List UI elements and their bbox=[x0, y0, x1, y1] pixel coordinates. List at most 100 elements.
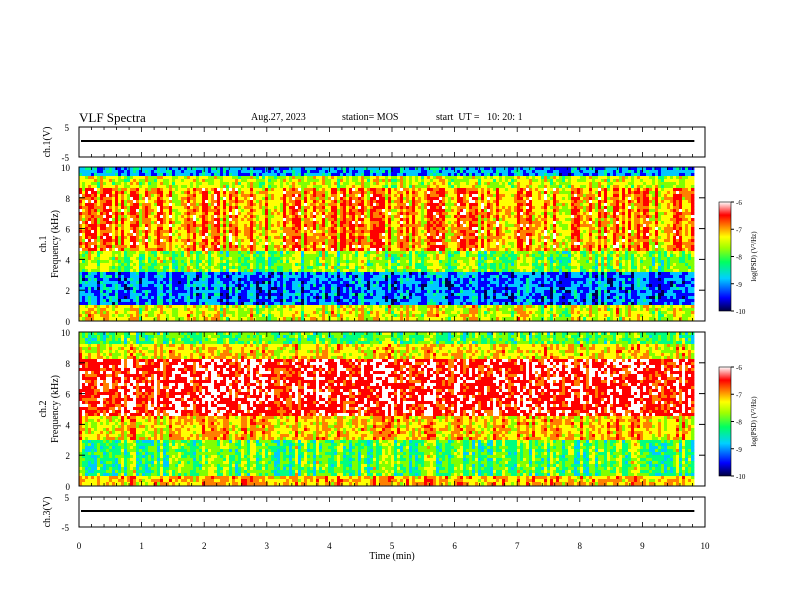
psd-cell bbox=[352, 185, 355, 188]
psd-cell bbox=[559, 218, 562, 221]
psd-cell bbox=[412, 236, 415, 239]
psd-cell bbox=[274, 167, 277, 170]
psd-cell bbox=[91, 221, 94, 224]
psd-cell bbox=[214, 239, 217, 242]
psd-cell bbox=[637, 170, 640, 173]
psd-cell bbox=[577, 182, 580, 185]
psd-cell bbox=[610, 182, 613, 185]
psd-cell bbox=[679, 176, 682, 179]
psd-cell bbox=[190, 209, 193, 212]
psd-cell bbox=[535, 176, 538, 179]
psd-cell bbox=[508, 206, 511, 209]
psd-cell bbox=[163, 167, 166, 170]
psd-cell bbox=[484, 182, 487, 185]
psd-cell bbox=[505, 224, 508, 227]
psd-cell bbox=[124, 209, 127, 212]
psd-cell bbox=[223, 215, 226, 218]
psd-cell bbox=[571, 167, 574, 170]
psd-cell bbox=[271, 215, 274, 218]
psd-cell bbox=[115, 224, 118, 227]
psd-cell bbox=[619, 224, 622, 227]
psd-cell bbox=[550, 179, 553, 182]
psd-cell bbox=[622, 212, 625, 215]
psd-cell bbox=[532, 215, 535, 218]
psd-cell bbox=[436, 209, 439, 212]
psd-cell bbox=[676, 182, 679, 185]
psd-cell bbox=[652, 221, 655, 224]
psd-cell bbox=[124, 224, 127, 227]
psd-cell bbox=[346, 221, 349, 224]
psd-cell bbox=[667, 194, 670, 197]
psd-cell bbox=[337, 170, 340, 173]
psd-cell bbox=[658, 236, 661, 239]
psd-cell bbox=[361, 173, 364, 176]
psd-cell bbox=[295, 221, 298, 224]
psd-cell bbox=[526, 170, 529, 173]
psd-cell bbox=[415, 224, 418, 227]
psd-cell bbox=[136, 221, 139, 224]
psd-cell bbox=[364, 173, 367, 176]
psd-cell bbox=[484, 191, 487, 194]
psd-cell bbox=[220, 221, 223, 224]
psd-cell bbox=[277, 179, 280, 182]
psd-cell bbox=[553, 170, 556, 173]
psd-cell bbox=[517, 173, 520, 176]
psd-cell bbox=[379, 185, 382, 188]
psd-cell bbox=[346, 194, 349, 197]
psd-cell bbox=[160, 239, 163, 242]
psd-cell bbox=[256, 176, 259, 179]
psd-cell bbox=[691, 185, 694, 188]
psd-cell bbox=[487, 227, 490, 230]
psd-cell bbox=[634, 194, 637, 197]
psd-cell bbox=[526, 173, 529, 176]
psd-cell bbox=[109, 224, 112, 227]
psd-cell bbox=[313, 188, 316, 191]
psd-cell bbox=[388, 200, 391, 203]
psd-cell bbox=[223, 170, 226, 173]
psd-cell bbox=[259, 236, 262, 239]
psd-cell bbox=[271, 188, 274, 191]
psd-cell bbox=[511, 167, 514, 170]
psd-cell bbox=[370, 188, 373, 191]
psd-cell bbox=[619, 209, 622, 212]
psd-cell bbox=[247, 215, 250, 218]
psd-cell bbox=[478, 194, 481, 197]
psd-cell bbox=[118, 170, 121, 173]
psd-cell bbox=[373, 182, 376, 185]
psd-cell bbox=[685, 221, 688, 224]
psd-cell bbox=[103, 200, 106, 203]
psd-cell bbox=[427, 194, 430, 197]
psd-cell bbox=[178, 212, 181, 215]
psd-cell bbox=[430, 188, 433, 191]
psd-cell bbox=[556, 227, 559, 230]
psd-cell bbox=[289, 224, 292, 227]
psd-cell bbox=[646, 170, 649, 173]
psd-cell bbox=[496, 179, 499, 182]
psd-cell bbox=[190, 230, 193, 233]
psd-cell bbox=[349, 179, 352, 182]
psd-cell bbox=[514, 185, 517, 188]
psd-cell bbox=[520, 215, 523, 218]
psd-cell bbox=[457, 209, 460, 212]
psd-cell bbox=[445, 227, 448, 230]
psd-cell bbox=[304, 218, 307, 221]
psd-cell bbox=[619, 191, 622, 194]
psd-cell bbox=[238, 197, 241, 200]
psd-cell bbox=[112, 224, 115, 227]
psd-cell bbox=[457, 200, 460, 203]
psd-cell bbox=[106, 209, 109, 212]
psd-cell bbox=[577, 203, 580, 206]
psd-cell bbox=[403, 188, 406, 191]
psd-cell bbox=[142, 215, 145, 218]
psd-cell bbox=[559, 221, 562, 224]
psd-cell bbox=[592, 170, 595, 173]
psd-cell bbox=[502, 215, 505, 218]
psd-cell bbox=[250, 236, 253, 239]
psd-cell bbox=[118, 188, 121, 191]
psd-cell bbox=[616, 236, 619, 239]
psd-cell bbox=[481, 215, 484, 218]
psd-cell bbox=[253, 176, 256, 179]
psd-cell bbox=[295, 194, 298, 197]
psd-cell bbox=[211, 194, 214, 197]
psd-cell bbox=[106, 236, 109, 239]
